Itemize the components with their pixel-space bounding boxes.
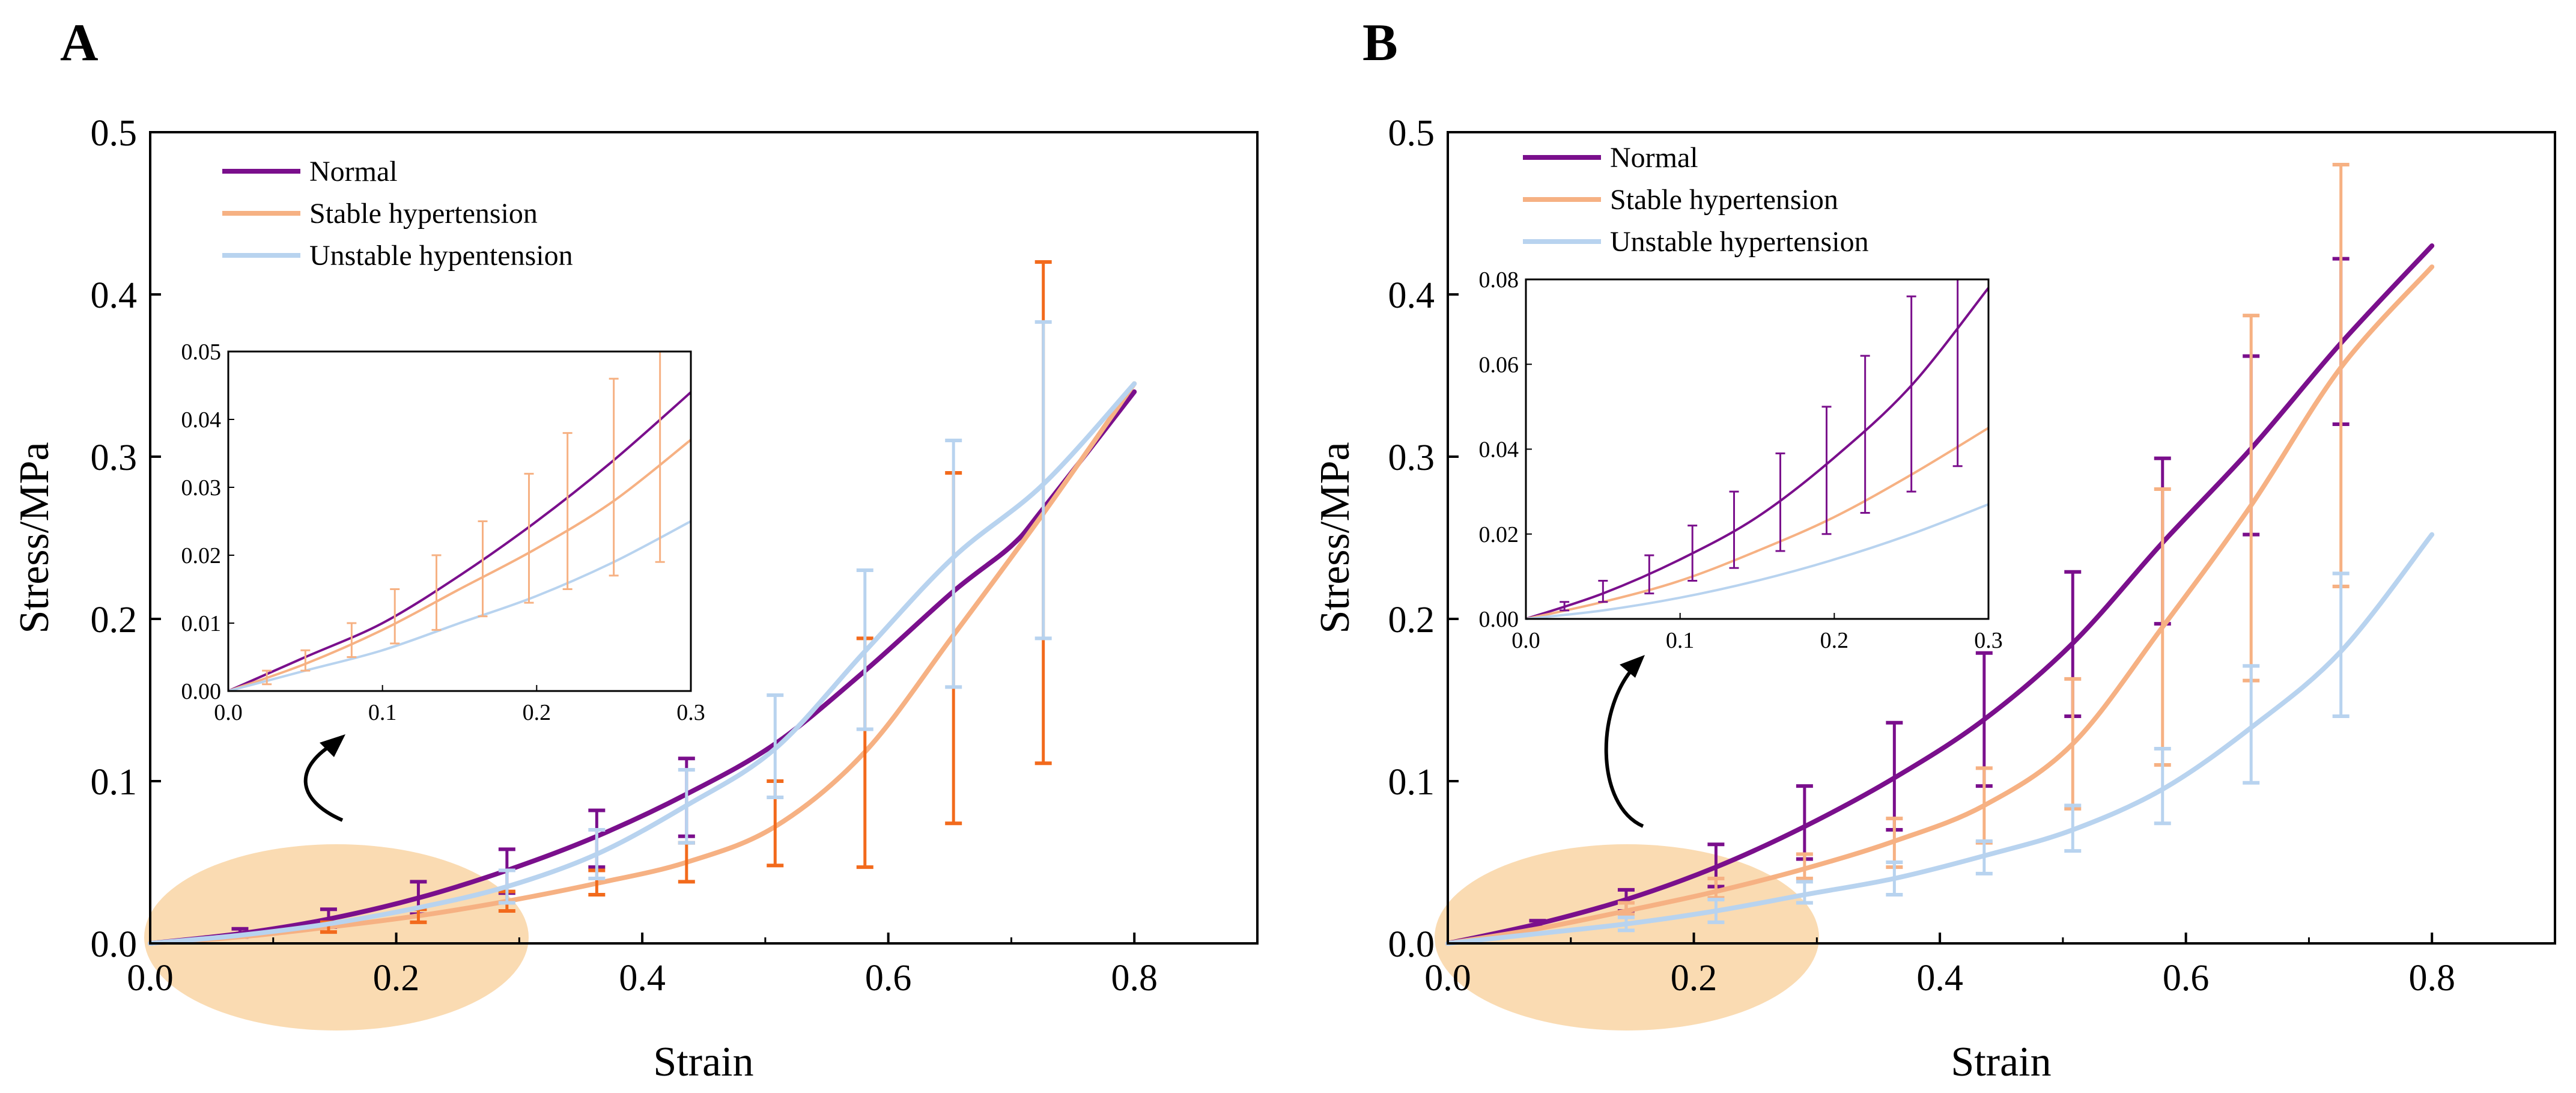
panel-b-inset: 0.0 0.1 0.2 0.3 0.00 0.02 0.04 0.06 0.08 — [1479, 267, 2003, 653]
legend-a-stable-label: Stable hypertension — [309, 198, 538, 230]
panel-a: A 0.0 0.2 0.4 0.6 0.8 0.0 0.1 0.2 0.3 0.4 0.5 Stra… — [11, 14, 1259, 1085]
panel-a-plot — [148, 260, 1137, 946]
y-tick-label-a-0: 0.0 — [91, 924, 138, 965]
legend-b-unstable-label: Unstable hypertension — [1610, 226, 1869, 258]
inset-y-tick-label-a-3: 0.03 — [181, 475, 222, 501]
inset-y-tick-label-b-3: 0.06 — [1479, 352, 1519, 377]
x-tick-label-a-4: 0.8 — [1111, 958, 1158, 999]
x-tick-label-a-2: 0.4 — [619, 958, 666, 999]
inset-x-tick-label-a-1: 0.1 — [368, 700, 397, 725]
panel-b: B 0.0 0.2 0.4 0.6 0.8 0.0 0.1 0.2 0.3 0.4 0.5 Stra… — [1312, 14, 2556, 1085]
inset-a-background — [228, 352, 691, 691]
y-tick-label-a-3: 0.3 — [91, 437, 138, 478]
inset-x-tick-label-b-0: 0.0 — [1511, 628, 1540, 653]
inset-a-plot — [228, 352, 692, 692]
legend-a-normal-label: Normal — [309, 156, 398, 187]
panel-a-inset: 0.0 0.1 0.2 0.3 0.00 0.01 0.02 0.03 0.04 0.05 — [181, 339, 705, 725]
inset-line-b-unstable — [1525, 503, 1989, 620]
x-tick-label-b-4: 0.8 — [2408, 958, 2455, 999]
inset-y-tick-label-b-1: 0.02 — [1479, 522, 1519, 547]
inset-y-tick-label-a-4: 0.04 — [181, 407, 222, 433]
y-tick-label-b-3: 0.3 — [1388, 437, 1435, 478]
inset-a-ticks: 0.0 0.1 0.2 0.3 0.00 0.01 0.02 0.03 0.04 0.05 — [181, 339, 705, 725]
panel-b-zoom-arrow-icon — [1604, 662, 1644, 828]
x-tick-label-a-0: 0.0 — [127, 958, 174, 999]
inset-b-ticks: 0.0 0.1 0.2 0.3 0.00 0.02 0.04 0.06 0.08 — [1479, 267, 2003, 653]
inset-y-tick-label-a-0: 0.00 — [181, 679, 222, 704]
panel-a-legend: Normal Stable hypertension Unstable hype… — [222, 156, 573, 272]
x-tick-label-a-3: 0.6 — [865, 958, 912, 999]
y-tick-label-b-5: 0.5 — [1388, 113, 1435, 154]
legend-a-unstable-label: Unstable hypentension — [309, 240, 573, 272]
inset-x-tick-label-b-2: 0.2 — [1820, 628, 1849, 653]
x-tick-label-b-0: 0.0 — [1424, 958, 1471, 999]
panel-b-y-axis-title: Stress/MPa — [1312, 442, 1358, 634]
inset-y-tick-label-b-4: 0.08 — [1479, 267, 1519, 293]
panel-b-ticks: 0.0 0.2 0.4 0.6 0.8 0.0 0.1 0.2 0.3 0.4 0.5 — [1388, 113, 2455, 999]
panel-b-axes-frame — [1447, 131, 2556, 945]
y-tick-label-a-1: 0.1 — [91, 762, 138, 803]
inset-y-tick-label-a-1: 0.01 — [181, 611, 222, 636]
inset-y-tick-label-a-5: 0.05 — [181, 339, 222, 365]
panel-a-axes-frame — [149, 131, 1259, 945]
legend-b-stable-label: Stable hypertension — [1610, 184, 1838, 216]
inset-x-tick-label-b-3: 0.3 — [1974, 628, 2003, 653]
panel-b-plot — [1445, 163, 2435, 946]
panel-b-label: B — [1362, 14, 1398, 72]
line-b-unstable — [1445, 532, 2435, 946]
inset-y-tick-label-b-0: 0.00 — [1479, 607, 1519, 632]
inset-x-tick-label-a-0: 0.0 — [214, 700, 243, 725]
inset-x-tick-label-a-2: 0.2 — [523, 700, 551, 725]
y-tick-label-b-2: 0.2 — [1388, 600, 1435, 641]
panel-a-highlight-ellipse — [144, 844, 529, 1031]
inset-a-frame — [227, 350, 692, 692]
inset-b-plot — [1525, 279, 1990, 620]
panel-a-ticks: 0.0 0.2 0.4 0.6 0.8 0.0 0.1 0.2 0.3 0.4 0.5 — [91, 113, 1158, 999]
y-tick-label-b-1: 0.1 — [1388, 762, 1435, 803]
panel-a-y-axis-title: Stress/MPa — [11, 442, 58, 634]
inset-y-tick-label-a-2: 0.02 — [181, 543, 222, 568]
y-tick-label-a-2: 0.2 — [91, 600, 138, 641]
y-tick-label-a-4: 0.4 — [91, 275, 138, 316]
panel-b-legend: Normal Stable hypertension Unstable hype… — [1523, 142, 1869, 258]
x-tick-label-b-3: 0.6 — [2163, 958, 2210, 999]
y-tick-label-b-4: 0.4 — [1388, 275, 1435, 316]
y-tick-label-b-0: 0.0 — [1388, 924, 1435, 965]
y-tick-label-a-5: 0.5 — [91, 113, 138, 154]
panel-a-arrowhead-icon — [320, 734, 345, 757]
panel-a-label: A — [60, 14, 99, 72]
inset-x-tick-label-a-3: 0.3 — [676, 700, 705, 725]
legend-b-normal-label: Normal — [1610, 142, 1698, 174]
panel-a-zoom-arrow-icon — [303, 740, 344, 822]
inset-y-tick-label-b-2: 0.04 — [1479, 437, 1519, 463]
inset-x-tick-label-b-1: 0.1 — [1666, 628, 1695, 653]
panel-b-x-axis-title: Strain — [1951, 1039, 2051, 1085]
panel-a-x-axis-title: Strain — [653, 1039, 753, 1085]
line-a-unstable — [148, 381, 1137, 946]
x-tick-label-b-2: 0.4 — [1916, 958, 1963, 999]
x-tick-label-b-1: 0.2 — [1671, 958, 1718, 999]
inset-b-background — [1526, 279, 1988, 619]
inset-line-b-normal — [1525, 287, 1990, 620]
panel-b-arrowhead-icon — [1620, 655, 1645, 678]
x-tick-label-a-1: 0.2 — [373, 958, 420, 999]
